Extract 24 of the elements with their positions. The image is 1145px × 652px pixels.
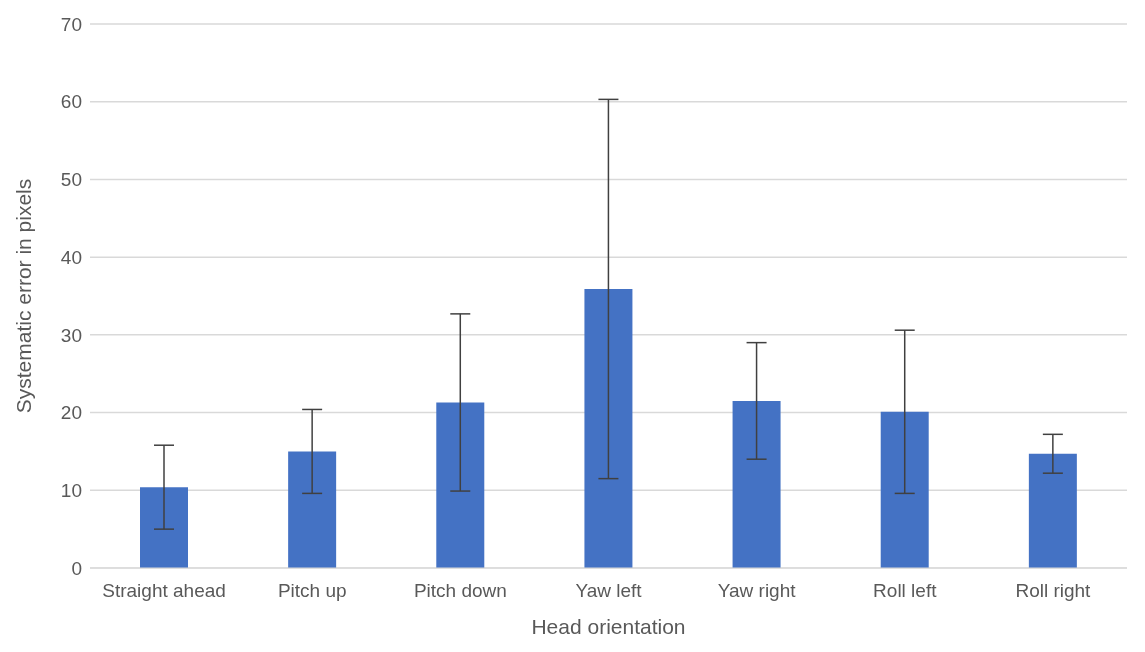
y-tick-label: 50	[60, 169, 82, 191]
bar	[880, 411, 929, 568]
y-tick-label: 0	[71, 557, 82, 579]
bar	[1028, 453, 1077, 568]
x-tick-label: Roll right	[1015, 580, 1092, 602]
bar	[288, 451, 337, 568]
bar	[436, 402, 485, 568]
x-tick-label: Straight ahead	[102, 580, 226, 602]
x-tick-label: Yaw left	[575, 580, 643, 602]
y-tick-label: 70	[60, 13, 82, 35]
bar	[584, 289, 633, 568]
y-tick-label: 40	[60, 246, 82, 268]
y-tick-label: 60	[60, 91, 82, 113]
y-tick-label: 30	[60, 324, 82, 346]
x-axis-title: Head orientation	[531, 615, 686, 638]
x-tick-label: Pitch up	[277, 580, 347, 602]
x-tick-label: Yaw right	[717, 580, 797, 602]
x-tick-label: Roll left	[873, 580, 938, 602]
y-tick-label: 10	[60, 480, 82, 502]
y-tick-label: 20	[60, 402, 82, 424]
bar	[732, 400, 781, 568]
x-tick-label: Pitch down	[413, 580, 507, 602]
y-axis-title: Systematic error in pixels	[12, 178, 36, 414]
bar	[140, 487, 188, 568]
